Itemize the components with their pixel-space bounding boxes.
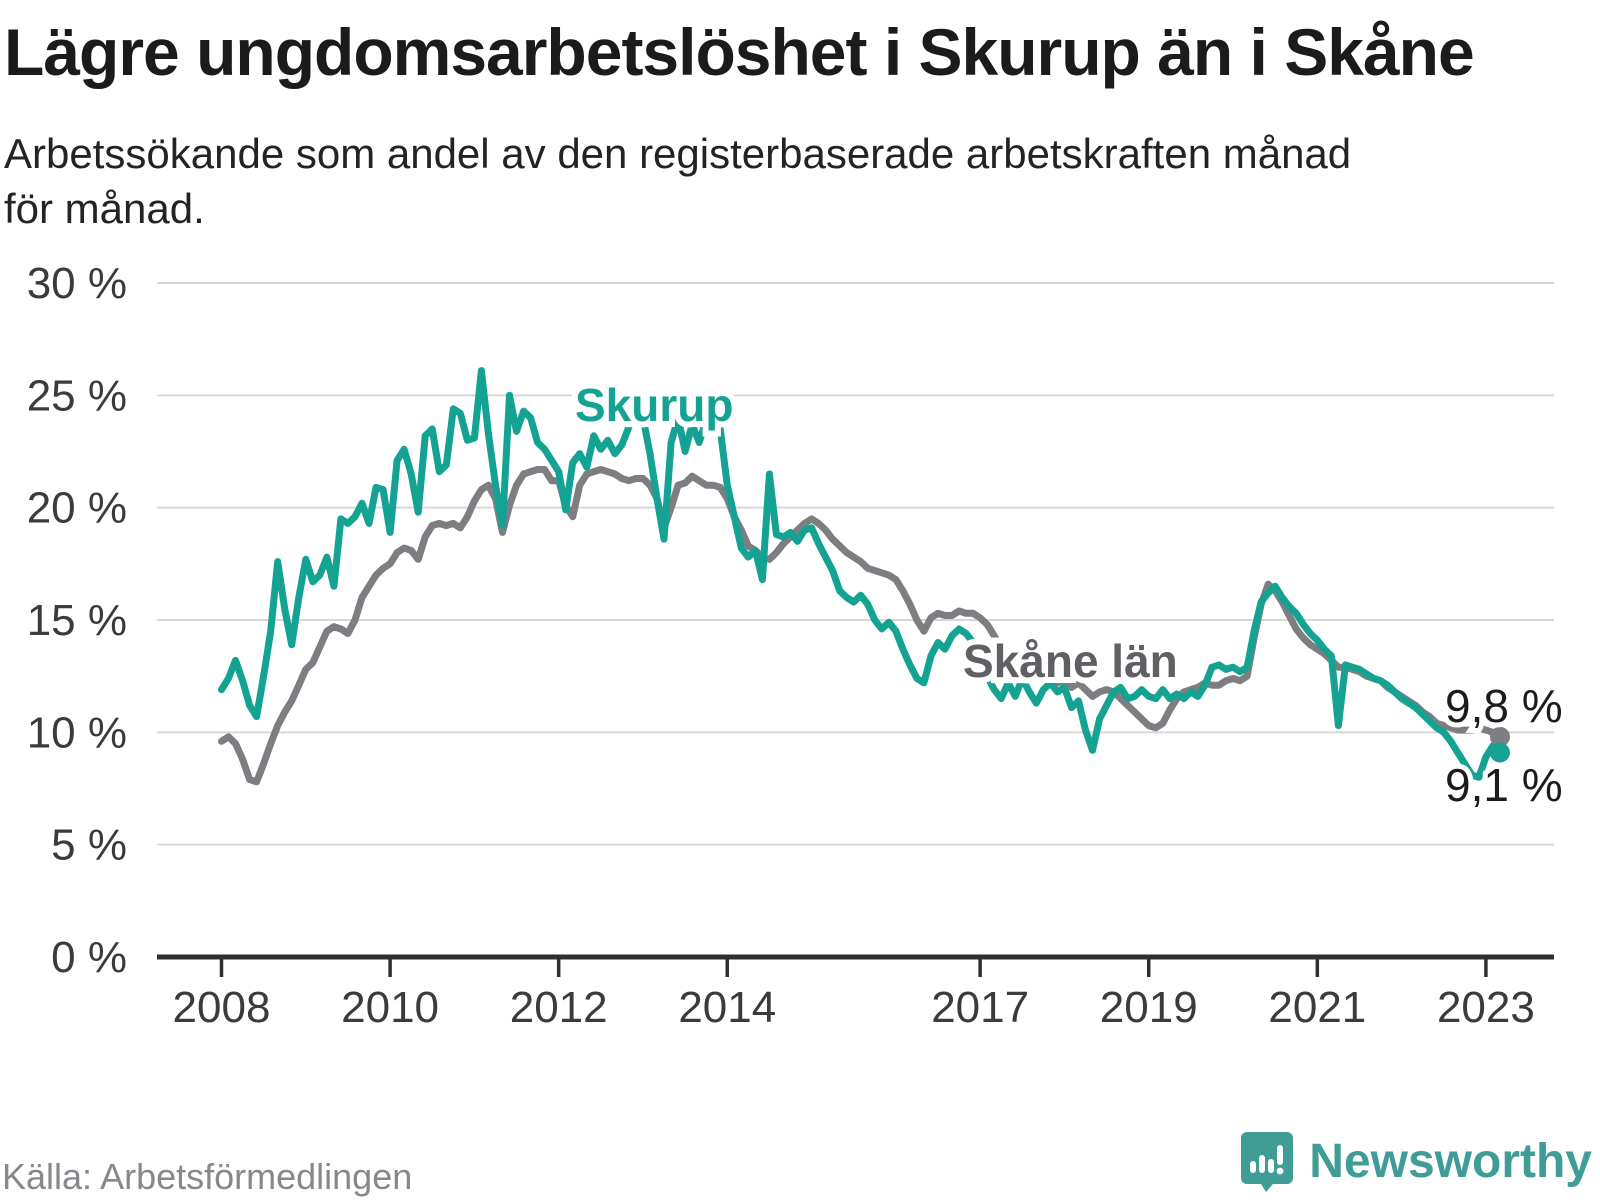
x-tick-label: 2014 — [678, 983, 776, 1032]
subtitle-line-1: Arbetssökande som andel av den registerb… — [4, 130, 1352, 177]
brand-lockup: Newsworthy — [1239, 1130, 1592, 1192]
chart-subtitle: Arbetssökande som andel av den registerb… — [4, 126, 1564, 237]
series-line-skurup — [218, 367, 1504, 781]
page-title: Lägre ungdomsarbetslöshet i Skurup än i … — [4, 15, 1475, 89]
x-tick-label: 2017 — [931, 983, 1029, 1032]
x-tick-label: 2012 — [510, 983, 608, 1032]
series-label-skane-lan: Skåne län — [963, 635, 1178, 687]
series-line-skane-lan — [218, 466, 1504, 786]
x-tick-label: 2010 — [341, 983, 439, 1032]
series-end-dot-skane-lan — [1489, 726, 1510, 747]
x-tick-label: 2008 — [173, 983, 271, 1032]
x-tick-label: 2019 — [1100, 983, 1198, 1032]
y-tick-label: 5 % — [51, 821, 127, 870]
x-tick-label: 2021 — [1268, 983, 1366, 1032]
y-tick-label: 0 % — [51, 933, 127, 982]
x-tick-label: 2023 — [1437, 983, 1535, 1032]
y-tick-label: 10 % — [27, 708, 127, 757]
y-tick-label: 30 % — [27, 259, 127, 308]
source-credit: Källa: Arbetsförmedlingen — [2, 1156, 413, 1197]
y-tick-label: 15 % — [27, 596, 127, 645]
end-value-label-skane-lan: 9,8 % — [1445, 680, 1563, 732]
newsworthy-logo-icon — [1241, 1132, 1294, 1192]
y-tick-label: 25 % — [27, 371, 127, 420]
subtitle-line-2: för månad. — [4, 185, 205, 233]
y-tick-label: 20 % — [27, 484, 127, 533]
end-value-label-skurup: 9,1 % — [1445, 759, 1563, 811]
series-label-skurup: Skurup — [575, 379, 733, 431]
brand-name: Newsworthy — [1309, 1134, 1592, 1188]
series-end-dot-skurup — [1489, 742, 1510, 763]
